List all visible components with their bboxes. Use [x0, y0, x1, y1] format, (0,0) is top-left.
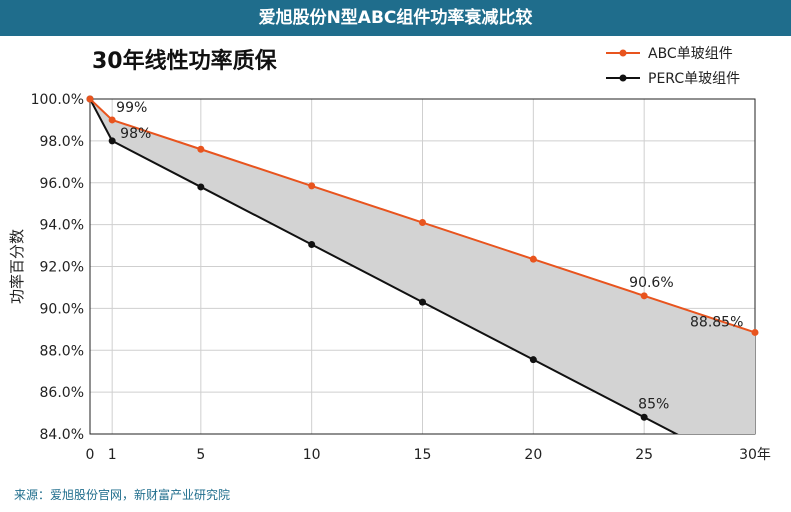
abc-point [86, 95, 94, 103]
x-tick-label: 5 [196, 447, 205, 463]
legend-label: ABC单玻组件 [648, 46, 733, 62]
perc-point [529, 356, 537, 364]
legend-label: PERC单玻组件 [648, 71, 740, 87]
data-annotation: 98% [120, 126, 151, 142]
abc-point [529, 255, 537, 263]
y-axis-label: 功率百分数 [8, 229, 26, 304]
x-tick-label: 30年 [739, 447, 771, 463]
banner-title: 爱旭股份N型ABC组件功率衰减比较 [258, 8, 533, 28]
perc-point [640, 413, 648, 421]
chart-title: 30年线性功率质保 [92, 48, 278, 74]
abc-point [197, 145, 205, 153]
abc-point [108, 116, 116, 124]
data-annotation: 99% [116, 100, 147, 116]
fill-between-area [90, 99, 755, 434]
data-annotation: 85% [638, 396, 669, 412]
header-banner: 爱旭股份N型ABC组件功率衰减比较 [0, 0, 791, 36]
abc-point [308, 182, 316, 190]
x-tick-label: 10 [303, 447, 321, 463]
data-annotation: 88.85% [690, 314, 743, 330]
y-tick-label: 96.0% [40, 176, 84, 192]
y-tick-label: 84.0% [40, 427, 84, 443]
x-tick-label: 20 [524, 447, 542, 463]
abc-point [751, 328, 759, 336]
perc-point [197, 183, 205, 191]
source-note: 来源：爱旭股份官网，新财富产业研究院 [14, 488, 231, 502]
series-line-abc [90, 99, 755, 334]
y-tick-label: 100.0% [31, 92, 84, 108]
perc-point [419, 298, 426, 306]
y-tick-label: 98.0% [40, 134, 84, 150]
legend-swatch-marker [619, 49, 627, 57]
x-tick-label: 15 [414, 447, 432, 463]
y-tick-label: 92.0% [40, 260, 84, 276]
series-line-perc [90, 99, 679, 434]
x-tick-label: 0 [86, 447, 95, 463]
x-tick-label: 1 [108, 447, 117, 463]
power-degradation-chart: 0 1 5 10 15 20 25 30年84.0%86.0%88.0%90.0%92.0%9… [8, 46, 771, 463]
x-tick-label: 25 [635, 447, 653, 463]
y-tick-label: 90.0% [40, 301, 84, 317]
y-tick-label: 86.0% [40, 385, 84, 401]
plot-frame [89, 98, 756, 435]
plot-area [90, 99, 755, 434]
abc-point [640, 292, 648, 300]
y-tick-label: 88.0% [40, 343, 84, 359]
perc-point [108, 137, 116, 145]
data-annotation: 90.6% [629, 275, 673, 291]
perc-point [308, 241, 316, 249]
abc-point [419, 219, 426, 227]
legend-swatch-marker [619, 74, 627, 82]
y-tick-label: 94.0% [40, 218, 84, 234]
